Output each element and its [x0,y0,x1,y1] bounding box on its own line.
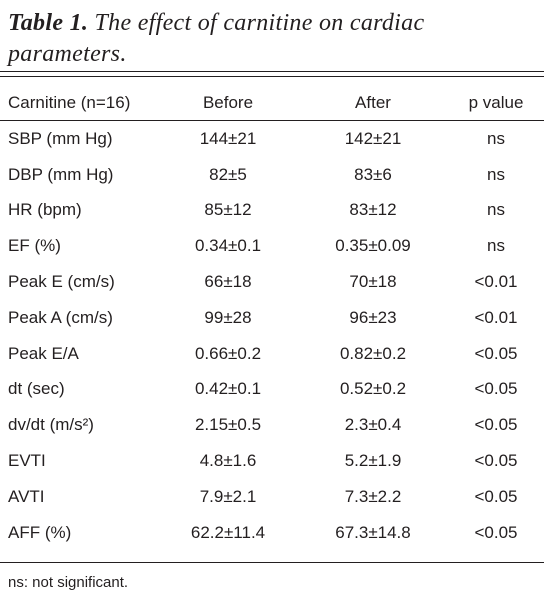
table-cell: 2.15±0.5 [194,415,262,435]
table-cell: ns [487,200,505,220]
table-cell: <0.05 [474,415,518,435]
caption-label: Table 1. [8,10,89,36]
table-cell: <0.05 [474,486,518,506]
column-header: After [298,86,448,121]
table-row: Peak E (cm/s) 66±18 70±18 <0.01 [0,264,544,300]
table-cell: DBP (mm Hg) [8,164,114,184]
table-cell: <0.05 [474,343,518,363]
table-caption: Table 1. The effect of carnitine on card… [8,8,536,70]
table-cell: SBP (mm Hg) [8,128,113,148]
top-rule [0,76,544,77]
table-cell: ns [487,164,505,184]
table-cell: <0.05 [474,522,518,542]
table-cell: <0.05 [474,451,518,471]
column-header: Carnitine (n=16) [0,86,158,121]
table-cell: 67.3±14.8 [335,522,411,542]
table-cell: 144±21 [199,128,257,148]
table-cell: 0.35±0.09 [335,236,411,256]
table-cell: 62.2±11.4 [190,522,266,542]
table-row: EVTI 4.8±1.6 5.2±1.9 <0.05 [0,443,544,479]
data-table: Carnitine (n=16) Before After p value SBP (… [0,86,544,551]
table-row: AVTI 7.9±2.1 7.3±2.2 <0.05 [0,479,544,515]
table-row: Peak A (cm/s) 99±28 96±23 <0.01 [0,300,544,336]
table-cell: ns [487,236,505,256]
table-cell: 4.8±1.6 [199,451,257,471]
table-cell: 142±21 [344,128,402,148]
table-row: Peak E/A 0.66±0.2 0.82±0.2 <0.05 [0,336,544,372]
table-row: dt (sec) 0.42±0.1 0.52±0.2 <0.05 [0,372,544,408]
table-cell: dt (sec) [8,379,65,399]
table-cell: 66±18 [204,272,252,292]
table-cell: 2.3±0.4 [344,415,402,435]
table-cell: ns [487,128,505,148]
table-cell: 85±12 [204,200,252,220]
table-cell: 0.66±0.2 [194,343,262,363]
table-cell: Peak A (cm/s) [8,307,113,327]
column-header: Before [158,86,298,121]
footnote: ns: not significant. [8,574,129,591]
table-cell: 99±28 [204,307,252,327]
table-cell: dv/dt (m/s²) [8,415,94,435]
column-header: p value [448,86,544,121]
table-cell: AVTI [8,486,45,506]
table-row: EF (%) 0.34±0.1 0.35±0.09 ns [0,228,544,264]
table-cell: 83±12 [349,200,397,220]
table-cell: 82±5 [209,164,247,184]
table-cell: HR (bpm) [8,200,82,220]
table-cell: 83±6 [354,164,392,184]
table-cell: <0.05 [474,379,518,399]
table-row: SBP (mm Hg) 144±21 142±21 ns [0,121,544,157]
table-cell: 7.9±2.1 [199,486,257,506]
top-rule [0,71,544,72]
table-row: dv/dt (m/s²) 2.15±0.5 2.3±0.4 <0.05 [0,407,544,443]
table-cell: <0.01 [474,272,518,292]
table-cell: Peak E (cm/s) [8,272,115,292]
table-cell: EVTI [8,451,46,471]
header-row: Carnitine (n=16) Before After p value [0,86,544,121]
table-cell: Peak E/A [8,343,79,363]
table-cell: <0.01 [474,307,518,327]
table-cell: 96±23 [349,307,397,327]
table-cell: 0.42±0.1 [194,379,262,399]
bottom-rule [0,562,544,563]
table-cell: 0.82±0.2 [339,343,407,363]
table-cell: AFF (%) [8,522,72,542]
table-row: DBP (mm Hg) 82±5 83±6 ns [0,157,544,193]
table-row: AFF (%) 62.2±11.4 67.3±14.8 <0.05 [0,515,544,551]
table-cell: EF (%) [8,236,61,256]
caption-text: The effect of carnitine on cardiac param… [8,10,425,67]
table-cell: 7.3±2.2 [344,486,402,506]
table-cell: 5.2±1.9 [344,451,402,471]
table-row: HR (bpm) 85±12 83±12 ns [0,193,544,229]
table-cell: 0.34±0.1 [194,236,262,256]
table-cell: 0.52±0.2 [339,379,407,399]
table-cell: 70±18 [349,272,397,292]
